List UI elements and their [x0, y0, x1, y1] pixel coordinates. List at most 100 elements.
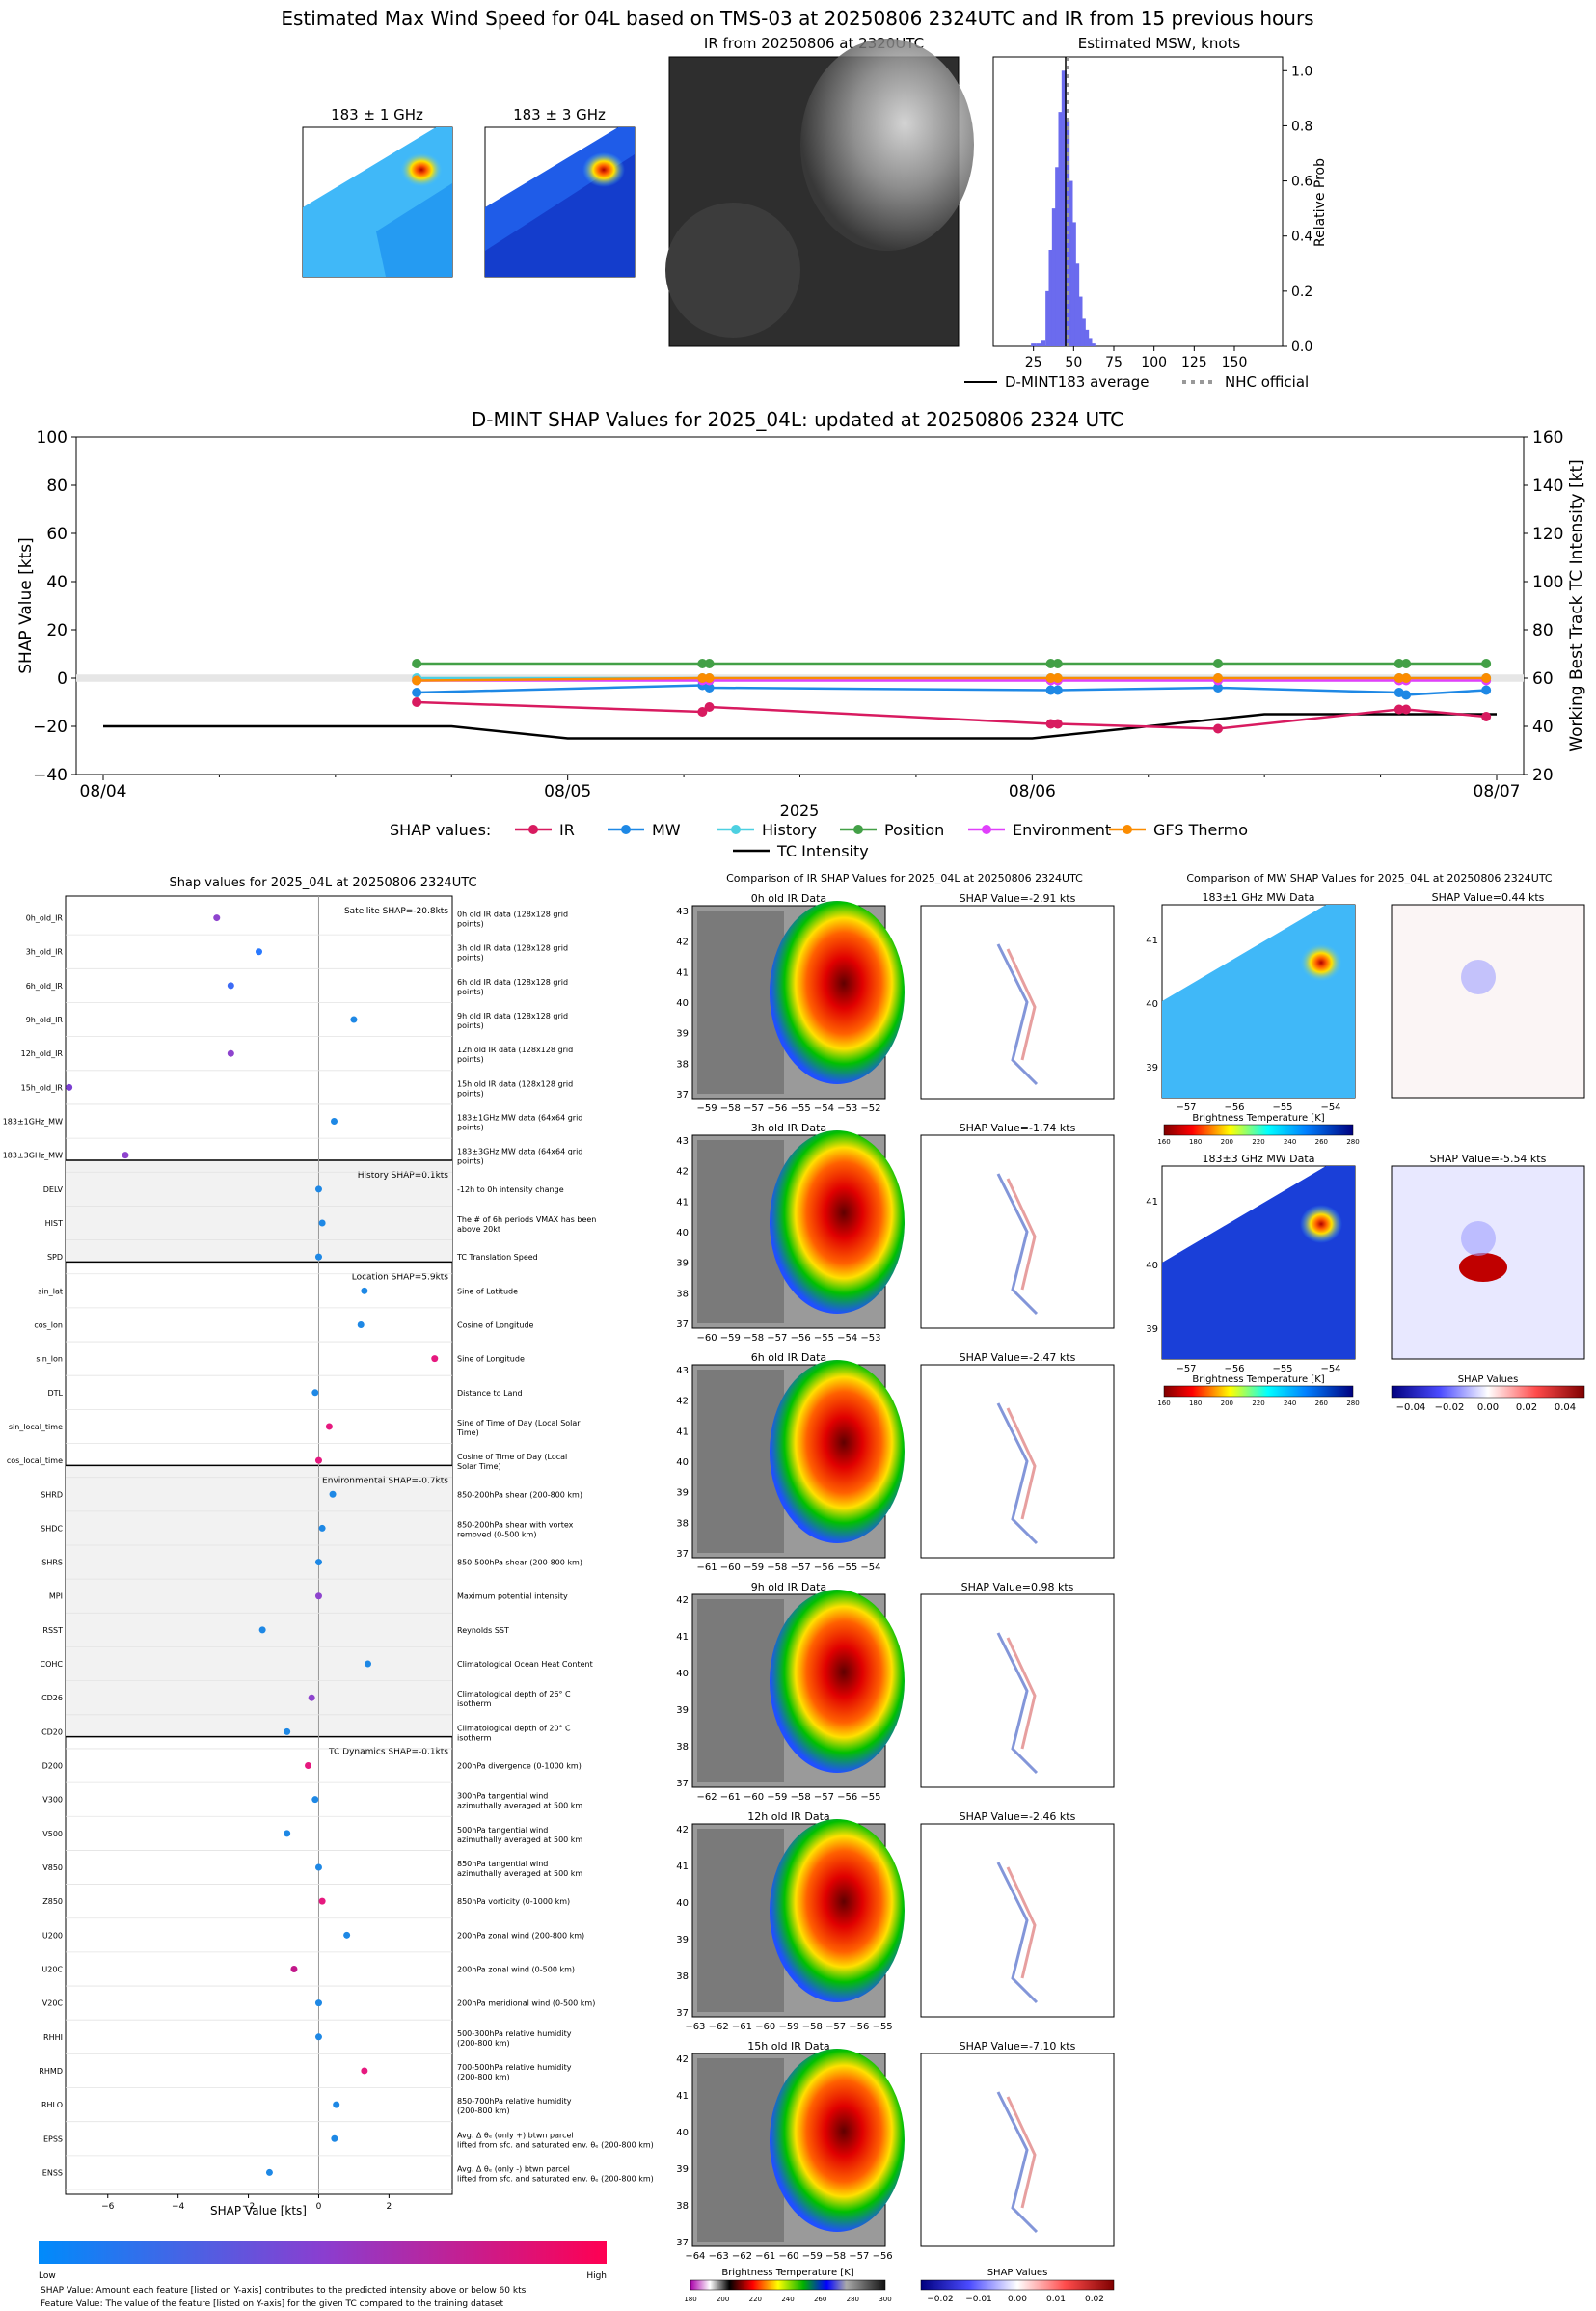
ir-ytick: 37	[676, 1319, 689, 1330]
mw-shap-red	[1459, 1253, 1507, 1282]
hist-bar	[1036, 343, 1041, 346]
feature-label: V300	[42, 1796, 63, 1805]
series-point	[704, 673, 715, 683]
feature-desc: above 20kt	[457, 1225, 500, 1234]
feature-desc: Maximum potential intensity	[457, 1592, 568, 1601]
feature-label: COHC	[41, 1660, 64, 1669]
ir-shap-red	[1006, 948, 1037, 1061]
feature-point	[314, 2033, 322, 2041]
feature-desc: 9h old IR data (128x128 grid	[457, 1012, 568, 1020]
series-point	[1052, 685, 1063, 695]
ir-ytick: 41	[676, 967, 689, 978]
hist-bar	[1084, 329, 1090, 346]
feature-desc: The # of 6h periods VMAX has been	[456, 1215, 596, 1224]
hist-bar	[1048, 250, 1054, 346]
ir-ytick: 42	[676, 938, 689, 948]
feature-label: DTL	[47, 1389, 63, 1398]
mw-bt-tick: 180	[1189, 1138, 1202, 1146]
feature-label: sin_local_time	[9, 1423, 63, 1431]
ir-shap-tick: 0.01	[1046, 2295, 1066, 2304]
ts-ytick-right-label: 60	[1532, 669, 1554, 689]
group-label: History SHAP=0.1kts	[358, 1171, 449, 1181]
legend-title: SHAP values:	[390, 821, 491, 839]
group-label: Environmental SHAP=-0.7kts	[322, 1476, 448, 1485]
legend-label: MW	[652, 821, 681, 839]
feature-point	[227, 982, 234, 990]
feature-label: CD26	[41, 1694, 63, 1702]
mw-xtick: −54	[1320, 1364, 1340, 1374]
ir-ytick: 41	[676, 1427, 689, 1437]
mw-shap-blue	[1461, 1221, 1496, 1256]
feature-point	[213, 914, 221, 922]
ts-ytick-left-label: 40	[46, 573, 68, 592]
ir-ytick: 37	[676, 1779, 689, 1789]
mw-bt-tick: 280	[1346, 1400, 1359, 1407]
ir-storm	[770, 2049, 905, 2232]
feature-desc: Sine of Longitude	[457, 1355, 525, 1364]
ir-ytick: 42	[676, 1167, 689, 1178]
mw-bt-tick: 220	[1252, 1400, 1264, 1407]
ir-shap-red	[1006, 1637, 1037, 1750]
ir-data-title: 3h old IR Data	[751, 1122, 826, 1134]
feature-desc: Avg. Δ θₑ (only -) btwn parcel	[457, 2164, 570, 2173]
legend-marker	[853, 825, 863, 834]
mw-bt-tick: 200	[1221, 1400, 1233, 1407]
feature-label: sin_lat	[38, 1287, 63, 1295]
series-point	[412, 675, 422, 686]
mw-bt-tick: 240	[1284, 1400, 1296, 1407]
feature-desc: (200-800 km)	[457, 2107, 510, 2115]
ir-shap-red	[1006, 1407, 1037, 1520]
ir-shap-title: SHAP Value=-2.46 kts	[960, 1810, 1076, 1823]
ir-shap-blue	[996, 1402, 1039, 1545]
feature-label: SHDC	[41, 1524, 63, 1533]
hist-bar	[1041, 340, 1046, 346]
hist-bar	[1077, 296, 1083, 346]
ir-ytick: 41	[676, 1632, 689, 1643]
mw1-image	[302, 126, 453, 278]
series-point	[704, 659, 715, 668]
ir-shap-cb-label: SHAP Values	[987, 2268, 1048, 2278]
series-point	[1213, 723, 1223, 734]
feature-point	[290, 1965, 298, 1972]
series-point	[1052, 719, 1063, 729]
series-point	[1401, 673, 1412, 683]
mw-panels: 183±1 GHz MW Data SHAP Value=0.44 kts 41 40…	[1146, 891, 1585, 1413]
ir-ytick: 38	[676, 1289, 689, 1299]
ir-ytick: 43	[676, 1366, 689, 1376]
ir-ytick: 39	[676, 1488, 689, 1499]
feature-desc: points)	[457, 1089, 484, 1098]
ir-shap-blue	[996, 1632, 1039, 1775]
series-point	[412, 697, 422, 707]
ir-xticks: −64 −63 −62 −61 −60 −59 −58 −57 −56	[685, 2251, 892, 2262]
feature-label: V20C	[42, 1999, 64, 2008]
feature-desc: azimuthally averaged at 500 km	[457, 1869, 582, 1878]
hist-bar	[1055, 167, 1061, 346]
feat-xtick-label: −6	[101, 2202, 115, 2212]
ts-ytick-left-label: 60	[46, 525, 68, 544]
ir-ytick: 39	[676, 1935, 689, 1945]
mw-xtick: −54	[1320, 1102, 1340, 1113]
ts-ytick-left-label: 20	[46, 621, 68, 640]
ir-storm	[770, 1819, 905, 2002]
ir-xticks: −61 −60 −59 −58 −57 −56 −55 −54	[696, 1563, 880, 1573]
ir-ytick: 43	[676, 907, 689, 917]
hist-bar	[1070, 222, 1076, 346]
mw-shap-tick: 0.00	[1477, 1402, 1499, 1413]
ir-land-clouds	[697, 911, 784, 1094]
ir-land-clouds	[697, 1370, 784, 1553]
colorbar-low: Low	[39, 2271, 56, 2281]
feature-label: DELV	[43, 1185, 64, 1194]
ts-xtick-label: 08/04	[80, 782, 127, 802]
mw-bt-tick: 160	[1157, 1400, 1170, 1407]
hist-xtick-label: 50	[1065, 355, 1082, 370]
series-point	[1393, 673, 1404, 683]
feature-desc: TC Translation Speed	[456, 1253, 538, 1262]
feature-desc: points)	[457, 1124, 484, 1132]
mw-ytick: 39	[1146, 1063, 1158, 1074]
ts-ytick-left-label: −40	[33, 766, 68, 785]
ir-shap-blue	[996, 943, 1039, 1086]
series-point	[1213, 673, 1223, 683]
legend-mean-label: D-MINT183 average	[1005, 373, 1150, 391]
ir-land-clouds	[697, 1829, 784, 2012]
feature-desc: Cosine of Longitude	[457, 1320, 534, 1329]
